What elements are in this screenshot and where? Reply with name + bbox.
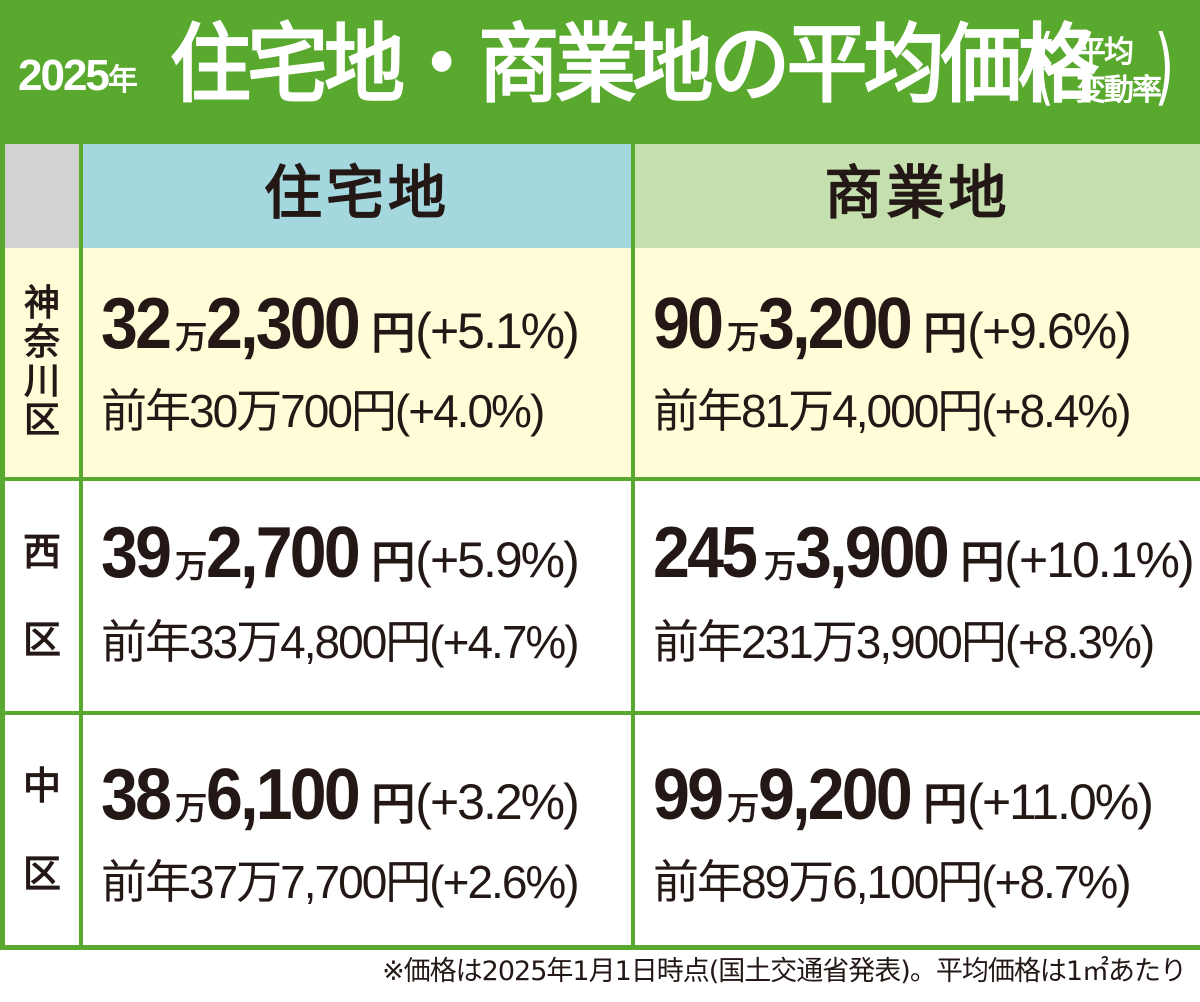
change-rate: (+9.6%): [967, 303, 1131, 359]
current-price: 39 万2,700 円(+5.9%): [101, 513, 580, 593]
price-rest: 9,200: [758, 755, 913, 835]
change-rate: (+5.9%): [415, 532, 579, 588]
row-label-naka-ku: 中 区: [5, 715, 79, 945]
price-man: 38: [101, 755, 172, 835]
man-unit: 万: [175, 548, 207, 584]
open-paren: (: [1034, 17, 1055, 115]
man-unit: 万: [175, 790, 207, 826]
row-label-nishi-ku: 西 区: [5, 481, 79, 711]
row-label-char: 区: [23, 400, 60, 441]
change-rate: (+5.1%): [415, 303, 579, 359]
cell-kanagawa-residential: 32 万2,300 円(+5.1%) 前年30万700円(+4.0%): [83, 248, 631, 477]
subtitle-line-2: 変動率: [1076, 73, 1162, 108]
row-label-kanagawa-ku: 神 奈 川 区: [5, 248, 79, 477]
cell-naka-residential: 38 万6,100 円(+3.2%) 前年37万7,700円(+2.6%): [83, 715, 631, 945]
grid-divider-vertical: [631, 144, 635, 945]
footnote: ※価格は2025年1月1日時点(国土交通省発表)。平均価格は1㎡あたり: [382, 956, 1187, 987]
man-unit: 万: [764, 548, 796, 584]
cell-nishi-commercial: 245 万3,900 円(+10.1%) 前年231万3,900円(+8.3%): [635, 481, 1200, 711]
change-rate: (+10.1%): [1004, 532, 1194, 588]
cell-nishi-residential: 39 万2,700 円(+5.9%) 前年33万4,800円(+4.7%): [83, 481, 631, 711]
page-title: 住宅地・商業地の平均価格: [170, 15, 1099, 115]
cell-kanagawa-commercial: 90 万3,200 円(+9.6%) 前年81万4,000円(+8.4%): [635, 248, 1200, 477]
column-header-residential: 住宅地: [83, 144, 631, 248]
price-man: 32: [101, 284, 172, 364]
year-label: 2025年: [18, 54, 138, 98]
man-unit: 万: [727, 319, 759, 355]
current-price: 99 万9,200 円(+11.0%): [653, 755, 1154, 835]
row-label-char: 川: [23, 361, 60, 402]
price-man: 39: [101, 513, 172, 593]
row-label-char: 奈: [23, 322, 60, 363]
year-suffix: 年: [107, 64, 138, 97]
previous-year-price: 前年81万4,000円(+8.4%): [653, 385, 1132, 437]
row-label-char: 中: [22, 764, 61, 808]
subtitle-line-1: 平均: [1076, 35, 1134, 70]
grid-divider-horizontal: [5, 711, 1195, 715]
price-rest: 3,200: [758, 284, 913, 364]
yen-unit: 円: [960, 538, 1005, 587]
yen-unit: 円: [371, 538, 416, 587]
previous-year-price: 前年231万3,900円(+8.3%): [653, 616, 1155, 668]
current-price: 38 万6,100 円(+3.2%): [101, 755, 580, 835]
previous-year-price: 前年89万6,100円(+8.7%): [653, 856, 1132, 908]
previous-year-price: 前年37万7,700円(+2.6%): [101, 856, 580, 908]
price-rest: 2,300: [206, 284, 361, 364]
column-header-label: 住宅地: [263, 159, 450, 227]
grid-divider-vertical: [79, 144, 83, 945]
cell-naka-commercial: 99 万9,200 円(+11.0%) 前年89万6,100円(+8.7%): [635, 715, 1200, 945]
row-label-char: 区: [22, 618, 61, 662]
man-unit: 万: [727, 790, 759, 826]
current-price: 32 万2,300 円(+5.1%): [101, 284, 580, 364]
row-label-char: 区: [22, 852, 61, 896]
price-man: 90: [653, 284, 724, 364]
previous-year-price: 前年33万4,800円(+4.7%): [101, 616, 580, 668]
yen-unit: 円: [923, 780, 968, 829]
title-subtitle: ( 平均 変動率 ): [1035, 24, 1198, 130]
change-rate: (+3.2%): [415, 774, 579, 830]
title-banner: 2025年 住宅地・商業地の平均価格 ( 平均 変動率 ): [0, 0, 1200, 144]
row-label-char: 神: [23, 283, 60, 324]
yen-unit: 円: [923, 309, 968, 358]
price-rest: 2,700: [206, 513, 361, 593]
column-header-label: 商業地: [824, 159, 1011, 227]
change-rate: (+11.0%): [967, 774, 1154, 830]
year-number: 2025: [18, 51, 110, 100]
previous-year-price: 前年30万700円(+4.0%): [101, 385, 545, 437]
price-man: 245: [653, 513, 758, 593]
row-label-char: 西: [22, 530, 61, 574]
price-table: 住宅地 商業地 神 奈 川 区 32 万2,300 円(+5.1%) 前年30万70…: [0, 140, 1200, 950]
close-paren: ): [1154, 17, 1175, 115]
grid-divider-horizontal: [5, 477, 1195, 481]
column-header-commercial: 商業地: [635, 144, 1200, 248]
yen-unit: 円: [371, 309, 416, 358]
price-rest: 6,100: [206, 755, 361, 835]
yen-unit: 円: [371, 780, 416, 829]
man-unit: 万: [175, 319, 207, 355]
current-price: 245 万3,900 円(+10.1%): [653, 513, 1195, 593]
price-man: 99: [653, 755, 724, 835]
corner-cell: [5, 144, 79, 248]
current-price: 90 万3,200 円(+9.6%): [653, 284, 1132, 364]
price-rest: 3,900: [795, 513, 950, 593]
